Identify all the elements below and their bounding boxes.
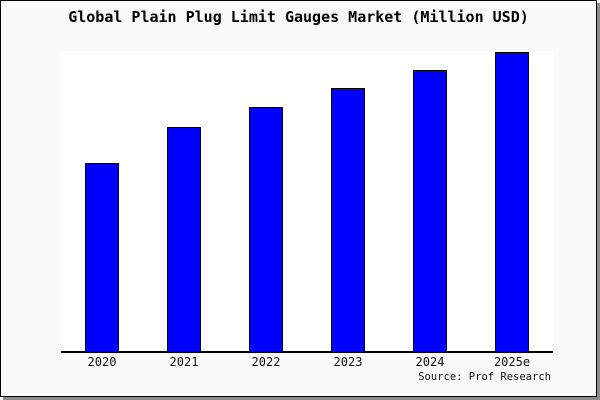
x-tick-label-2024: 2024 xyxy=(415,355,445,369)
bar-2024 xyxy=(413,70,447,351)
plot-area xyxy=(61,51,553,353)
x-tick-label-2021: 2021 xyxy=(169,355,199,369)
bar-2023 xyxy=(331,88,365,351)
x-tick-label-2025e: 2025e xyxy=(493,355,531,369)
x-tick-label-2023: 2023 xyxy=(333,355,363,369)
source-note: Source: Prof Research xyxy=(418,371,551,383)
bar-2020 xyxy=(85,163,119,351)
bar-2025e xyxy=(495,52,529,351)
x-tick-label-2022: 2022 xyxy=(251,355,281,369)
chart-title: Global Plain Plug Limit Gauges Market (M… xyxy=(68,8,529,26)
x-axis-labels: 2020 2021 2022 2023 2024 2025e xyxy=(61,355,553,371)
bar-2021 xyxy=(167,127,201,351)
x-tick-label-2020: 2020 xyxy=(87,355,117,369)
bar-2022 xyxy=(249,107,283,351)
